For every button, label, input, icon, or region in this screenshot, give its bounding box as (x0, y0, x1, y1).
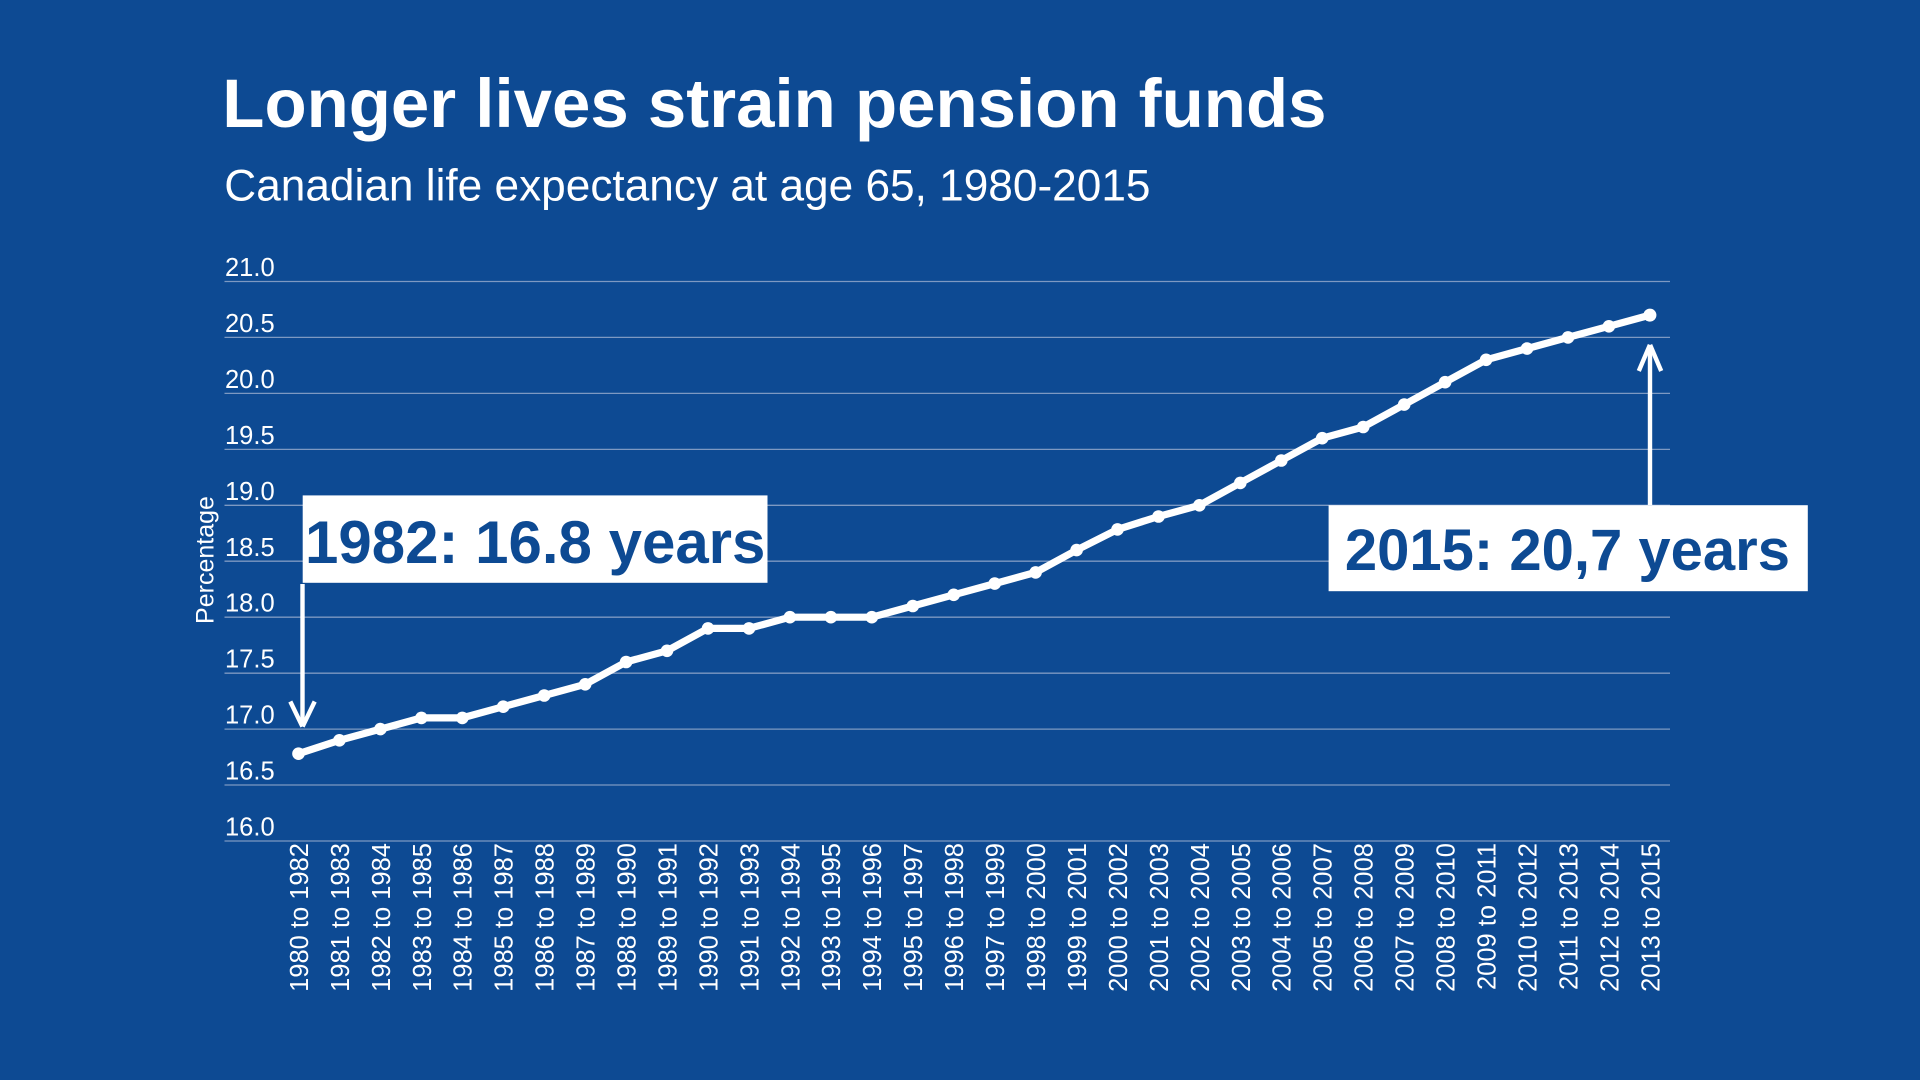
svg-text:2015: 20,7 years: 2015: 20,7 years (1345, 518, 1790, 583)
svg-text:2000 to 2002: 2000 to 2002 (1105, 843, 1133, 992)
svg-text:1987 to 1989: 1987 to 1989 (573, 843, 601, 992)
svg-text:1995 to 1997: 1995 to 1997 (900, 843, 928, 992)
svg-text:2004 to 2006: 2004 to 2006 (1269, 843, 1297, 992)
svg-text:19.0: 19.0 (225, 478, 275, 506)
svg-text:1982: 16.8 years: 1982: 16.8 years (305, 509, 765, 576)
svg-text:1996 to 1998: 1996 to 1998 (941, 843, 969, 992)
svg-text:20.0: 20.0 (225, 366, 275, 394)
svg-text:1985 to 1987: 1985 to 1987 (491, 843, 519, 992)
svg-text:Percentage: Percentage (192, 496, 220, 624)
svg-text:Longer lives strain pension fu: Longer lives strain pension funds (222, 65, 1326, 142)
svg-text:1990 to 1992: 1990 to 1992 (695, 843, 723, 992)
svg-text:Canadian life expectancy at ag: Canadian life expectancy at age 65, 1980… (224, 162, 1150, 211)
svg-text:1999 to 2001: 1999 to 2001 (1064, 843, 1092, 992)
svg-text:1982 to 1984: 1982 to 1984 (368, 843, 396, 992)
svg-text:2005 to 2007: 2005 to 2007 (1310, 843, 1338, 992)
svg-text:16.5: 16.5 (225, 758, 275, 786)
svg-text:2001 to 2003: 2001 to 2003 (1146, 843, 1174, 992)
svg-text:1984 to 1986: 1984 to 1986 (450, 843, 478, 992)
svg-text:1991 to 1993: 1991 to 1993 (736, 843, 764, 992)
svg-text:18.0: 18.0 (225, 590, 275, 618)
svg-text:1998 to 2000: 1998 to 2000 (1023, 843, 1051, 992)
svg-text:1981 to 1983: 1981 to 1983 (327, 843, 355, 992)
svg-text:1993 to 1995: 1993 to 1995 (818, 843, 846, 992)
svg-text:21.0: 21.0 (225, 254, 275, 282)
svg-text:2010 to 2012: 2010 to 2012 (1514, 843, 1542, 992)
svg-text:20.5: 20.5 (225, 310, 275, 338)
svg-text:1989 to 1991: 1989 to 1991 (654, 843, 682, 992)
svg-text:2012 to 2014: 2012 to 2014 (1596, 843, 1624, 992)
svg-text:2011 to 2013: 2011 to 2013 (1555, 843, 1583, 990)
svg-text:1980 to 1982: 1980 to 1982 (286, 843, 314, 992)
svg-text:19.5: 19.5 (225, 422, 275, 450)
svg-text:1988 to 1990: 1988 to 1990 (614, 843, 642, 992)
svg-text:2008 to 2010: 2008 to 2010 (1433, 843, 1461, 992)
svg-text:1992 to 1994: 1992 to 1994 (777, 843, 805, 992)
svg-text:16.0: 16.0 (225, 814, 275, 842)
svg-text:1983 to 1985: 1983 to 1985 (409, 843, 437, 992)
svg-text:1986 to 1988: 1986 to 1988 (532, 843, 560, 992)
svg-text:2006 to 2008: 2006 to 2008 (1351, 843, 1379, 992)
svg-text:17.0: 17.0 (225, 702, 275, 730)
svg-text:2009 to 2011: 2009 to 2011 (1474, 843, 1502, 990)
svg-text:1997 to 1999: 1997 to 1999 (982, 843, 1010, 992)
svg-text:17.5: 17.5 (225, 646, 275, 674)
svg-text:1994 to 1996: 1994 to 1996 (859, 843, 887, 992)
svg-text:2002 to 2004: 2002 to 2004 (1187, 843, 1215, 992)
svg-text:18.5: 18.5 (225, 534, 275, 562)
svg-text:2007 to 2009: 2007 to 2009 (1392, 843, 1420, 992)
svg-text:2013 to 2015: 2013 to 2015 (1637, 843, 1665, 992)
svg-text:2003 to 2005: 2003 to 2005 (1228, 843, 1256, 992)
